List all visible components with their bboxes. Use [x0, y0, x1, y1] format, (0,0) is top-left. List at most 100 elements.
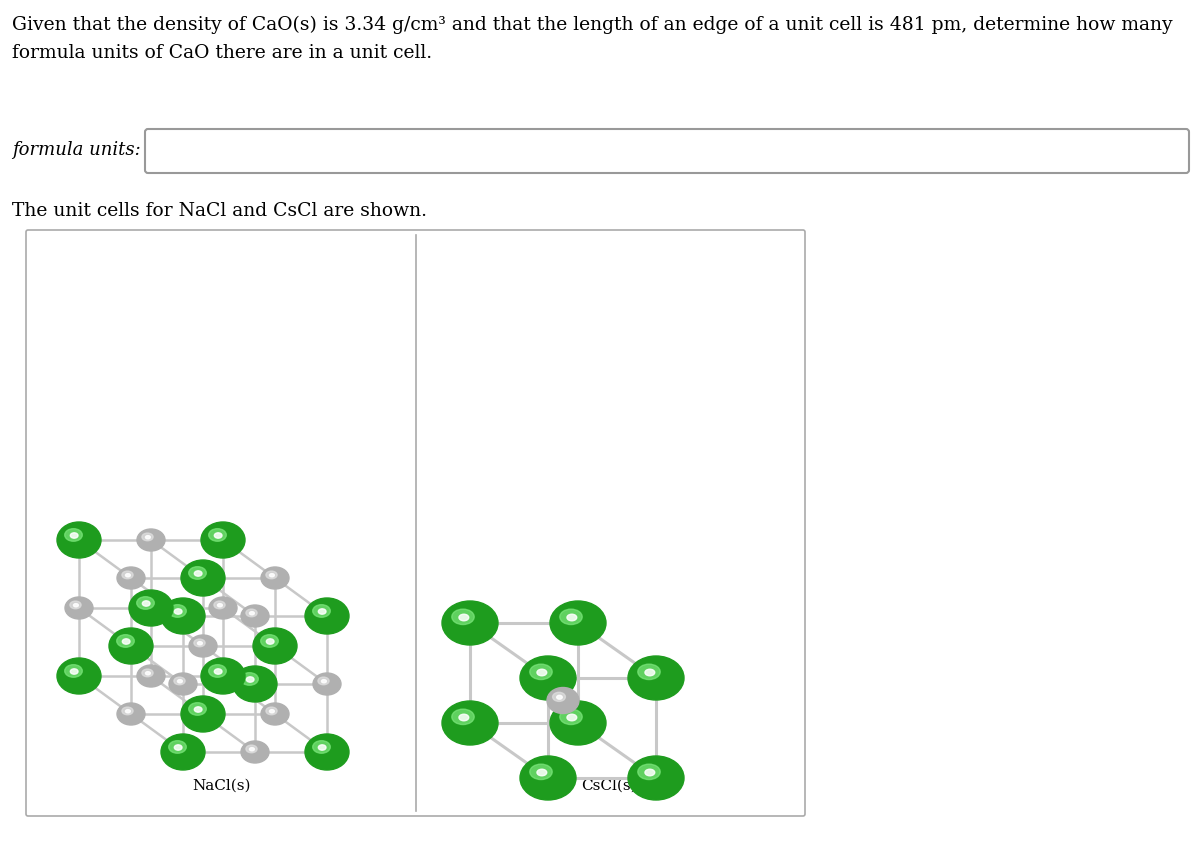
Ellipse shape: [644, 770, 655, 775]
Ellipse shape: [188, 703, 206, 715]
Ellipse shape: [178, 679, 182, 683]
Ellipse shape: [322, 679, 326, 683]
Ellipse shape: [520, 656, 576, 700]
Ellipse shape: [318, 609, 326, 614]
Ellipse shape: [452, 609, 474, 625]
Ellipse shape: [628, 756, 684, 800]
Ellipse shape: [202, 658, 245, 694]
Ellipse shape: [262, 567, 289, 589]
Ellipse shape: [530, 664, 552, 679]
Ellipse shape: [71, 533, 78, 538]
Ellipse shape: [442, 601, 498, 645]
Ellipse shape: [458, 714, 469, 721]
Ellipse shape: [520, 756, 576, 800]
Ellipse shape: [130, 590, 173, 626]
Ellipse shape: [73, 604, 78, 607]
Text: The unit cells for NaCl and CsCl are shown.: The unit cells for NaCl and CsCl are sho…: [12, 202, 427, 220]
Ellipse shape: [122, 571, 133, 578]
Ellipse shape: [262, 703, 289, 725]
Ellipse shape: [109, 628, 154, 664]
Ellipse shape: [188, 567, 206, 579]
Ellipse shape: [145, 536, 150, 539]
Ellipse shape: [214, 601, 226, 609]
Ellipse shape: [246, 677, 254, 682]
Ellipse shape: [318, 677, 329, 685]
Ellipse shape: [305, 734, 349, 770]
Ellipse shape: [142, 533, 154, 541]
Ellipse shape: [566, 614, 577, 621]
Ellipse shape: [270, 710, 275, 713]
Ellipse shape: [209, 529, 227, 541]
Ellipse shape: [644, 669, 655, 676]
Ellipse shape: [143, 601, 150, 606]
Ellipse shape: [553, 692, 565, 701]
Ellipse shape: [442, 701, 498, 745]
Ellipse shape: [181, 696, 226, 732]
Ellipse shape: [559, 709, 582, 724]
Ellipse shape: [71, 669, 78, 674]
Ellipse shape: [313, 673, 341, 695]
Ellipse shape: [536, 770, 547, 775]
Ellipse shape: [266, 571, 277, 578]
Ellipse shape: [559, 609, 582, 625]
Ellipse shape: [638, 765, 660, 780]
Ellipse shape: [169, 741, 186, 754]
Ellipse shape: [137, 529, 166, 551]
Ellipse shape: [126, 573, 131, 577]
Text: Given that the density of CaO(s) is 3.34 g/cm³ and that the length of an edge of: Given that the density of CaO(s) is 3.34…: [12, 16, 1172, 35]
Text: formula units:: formula units:: [12, 141, 140, 159]
Ellipse shape: [313, 741, 330, 754]
Ellipse shape: [260, 635, 278, 647]
Ellipse shape: [241, 605, 269, 627]
Ellipse shape: [270, 573, 275, 577]
Ellipse shape: [118, 567, 145, 589]
Ellipse shape: [250, 748, 254, 751]
Ellipse shape: [116, 635, 134, 647]
Ellipse shape: [557, 695, 563, 699]
Ellipse shape: [536, 669, 547, 676]
Ellipse shape: [126, 710, 131, 713]
Ellipse shape: [250, 611, 254, 615]
Ellipse shape: [215, 669, 222, 674]
Ellipse shape: [215, 533, 222, 538]
Ellipse shape: [241, 741, 269, 763]
Ellipse shape: [194, 571, 202, 576]
FancyBboxPatch shape: [26, 230, 805, 816]
Ellipse shape: [530, 765, 552, 780]
Ellipse shape: [246, 745, 257, 753]
Text: NaCl(s): NaCl(s): [192, 779, 251, 793]
Ellipse shape: [65, 529, 83, 541]
Ellipse shape: [318, 745, 326, 750]
Ellipse shape: [58, 522, 101, 558]
Ellipse shape: [253, 628, 298, 664]
Ellipse shape: [161, 598, 205, 634]
Ellipse shape: [266, 639, 274, 644]
Ellipse shape: [266, 707, 277, 715]
Ellipse shape: [174, 677, 185, 685]
Ellipse shape: [137, 665, 166, 687]
Ellipse shape: [145, 672, 150, 675]
Ellipse shape: [174, 745, 182, 750]
Ellipse shape: [70, 601, 82, 609]
Ellipse shape: [202, 522, 245, 558]
Ellipse shape: [209, 597, 238, 619]
Ellipse shape: [169, 605, 186, 617]
Ellipse shape: [122, 639, 130, 644]
Ellipse shape: [65, 597, 94, 619]
Ellipse shape: [209, 664, 227, 677]
Ellipse shape: [122, 707, 133, 715]
FancyBboxPatch shape: [145, 129, 1189, 173]
Ellipse shape: [194, 706, 202, 712]
Ellipse shape: [58, 658, 101, 694]
Ellipse shape: [547, 688, 580, 713]
Ellipse shape: [137, 597, 155, 610]
Ellipse shape: [198, 642, 203, 645]
Ellipse shape: [181, 560, 226, 596]
Ellipse shape: [161, 734, 205, 770]
Ellipse shape: [566, 714, 577, 721]
Text: formula units of CaO there are in a unit cell.: formula units of CaO there are in a unit…: [12, 44, 432, 62]
Ellipse shape: [118, 703, 145, 725]
Ellipse shape: [628, 656, 684, 700]
Ellipse shape: [190, 635, 217, 657]
Ellipse shape: [246, 609, 257, 617]
